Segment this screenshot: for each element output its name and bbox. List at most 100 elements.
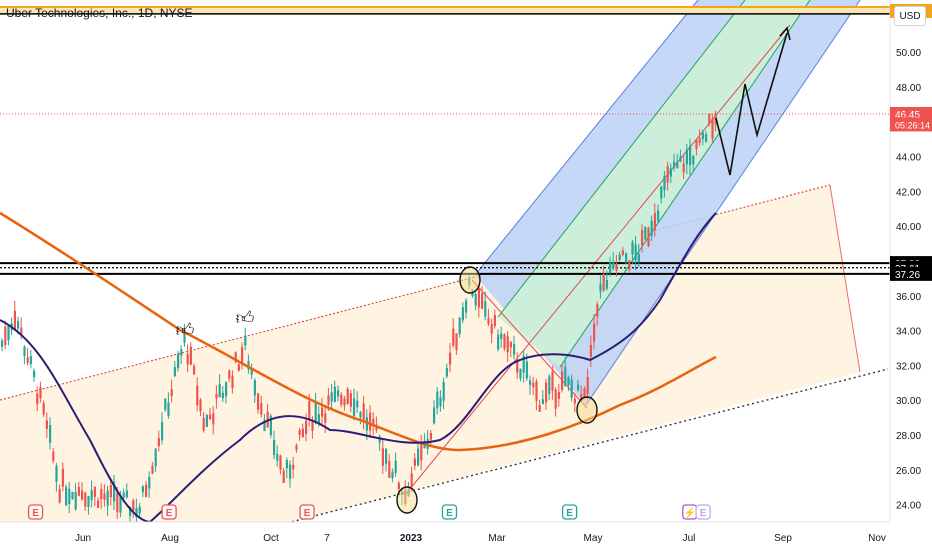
candle-body bbox=[477, 287, 480, 308]
candle-body bbox=[519, 368, 522, 379]
candle-body bbox=[500, 333, 503, 340]
y-tick-label: 32.00 bbox=[896, 361, 921, 372]
ma-short-line bbox=[0, 212, 717, 522]
channel-upper-line bbox=[0, 184, 831, 401]
candle-body bbox=[196, 385, 199, 406]
fork-outer-bottom bbox=[585, 0, 861, 406]
candle-body bbox=[599, 283, 602, 292]
candle-body bbox=[554, 389, 557, 409]
candle-body bbox=[596, 304, 599, 317]
candle-body bbox=[337, 390, 340, 397]
candle-body bbox=[657, 210, 660, 221]
candle-body bbox=[132, 500, 135, 511]
candle-body bbox=[186, 354, 189, 365]
plot-area: 👍︎ 👍︎ E E E E E ⚡ E bbox=[0, 0, 890, 522]
x-tick-label: May bbox=[584, 533, 603, 544]
candle-body bbox=[55, 465, 58, 482]
candle-body bbox=[474, 293, 477, 306]
candle-body bbox=[263, 419, 266, 431]
candle-body bbox=[199, 399, 202, 412]
candle-body bbox=[356, 400, 359, 408]
candle-body bbox=[353, 398, 356, 417]
earnings-icon: E bbox=[299, 504, 315, 520]
candle-body bbox=[586, 377, 589, 395]
candle-body bbox=[237, 364, 240, 371]
candle-body bbox=[589, 344, 592, 357]
candle-body bbox=[324, 413, 327, 423]
candle-body bbox=[1, 340, 4, 347]
candle-body bbox=[202, 417, 205, 431]
candle-body bbox=[561, 371, 564, 390]
y-tick-label: 42.00 bbox=[896, 187, 921, 198]
candle-body bbox=[330, 392, 333, 402]
candle-body bbox=[273, 439, 276, 455]
pivot-circle bbox=[576, 396, 598, 424]
candle-body bbox=[580, 394, 583, 400]
candle-body bbox=[532, 382, 535, 388]
svg-text:E: E bbox=[166, 508, 173, 519]
candle-body bbox=[349, 393, 352, 407]
candle-body bbox=[90, 490, 93, 500]
candle-body bbox=[372, 418, 375, 425]
svg-text:⚡: ⚡ bbox=[684, 506, 696, 519]
candle-body bbox=[634, 244, 637, 261]
svg-text:E: E bbox=[446, 508, 453, 519]
candle-body bbox=[209, 414, 212, 419]
candle-body bbox=[119, 496, 122, 513]
svg-text:E: E bbox=[566, 508, 573, 519]
svg-text:E: E bbox=[32, 508, 39, 519]
candle-body bbox=[545, 382, 548, 403]
candle-body bbox=[247, 360, 250, 370]
y-tick-label: 48.00 bbox=[896, 83, 921, 94]
candle-body bbox=[161, 422, 164, 441]
candle-body bbox=[49, 425, 52, 443]
candle-body bbox=[455, 333, 458, 351]
candle-body bbox=[33, 370, 36, 378]
candle-body bbox=[487, 317, 490, 324]
candle-body bbox=[189, 346, 192, 365]
candle-body bbox=[557, 391, 560, 399]
candle-body bbox=[692, 156, 695, 165]
candle-body bbox=[449, 352, 452, 365]
candle-body bbox=[97, 500, 100, 508]
candle-body bbox=[583, 388, 586, 398]
candle-body bbox=[93, 486, 96, 497]
candle-body bbox=[260, 403, 263, 415]
candle-body bbox=[221, 392, 224, 399]
candle-body bbox=[359, 412, 362, 418]
candle-body bbox=[410, 473, 413, 487]
candle-body bbox=[452, 328, 455, 346]
earnings-icon: E bbox=[27, 504, 44, 520]
candle-body bbox=[548, 376, 551, 395]
candle-body bbox=[269, 416, 272, 435]
currency-button[interactable]: USD bbox=[894, 6, 926, 26]
candle-body bbox=[458, 317, 461, 335]
candle-body bbox=[644, 227, 647, 240]
earnings-icon: E bbox=[441, 504, 458, 520]
candle-body bbox=[506, 336, 509, 353]
candle-body bbox=[151, 465, 154, 474]
candle-body bbox=[503, 334, 506, 349]
y-tick-label: 44.00 bbox=[896, 153, 921, 164]
x-tick-label: Sep bbox=[774, 533, 792, 544]
thumbs-up-icon: 👍︎ bbox=[176, 320, 195, 340]
candle-body bbox=[612, 261, 615, 269]
price-label-bg bbox=[890, 266, 932, 281]
candle-body bbox=[327, 395, 330, 406]
candle-body bbox=[65, 487, 68, 506]
candle-body bbox=[39, 386, 42, 399]
candle-body bbox=[225, 382, 228, 397]
candle-body bbox=[625, 253, 628, 263]
candle-body bbox=[231, 375, 234, 388]
fork-inner-top bbox=[497, 0, 746, 318]
candle-body bbox=[36, 393, 39, 405]
y-tick-label: 30.00 bbox=[896, 396, 921, 407]
candle-body bbox=[29, 356, 32, 365]
candle-body bbox=[564, 367, 567, 386]
fork-inner-bottom bbox=[559, 0, 811, 368]
candle-body bbox=[295, 445, 298, 450]
candle-body bbox=[17, 321, 20, 329]
y-tick-label: 36.00 bbox=[896, 292, 921, 303]
resistance-band bbox=[0, 6, 890, 14]
